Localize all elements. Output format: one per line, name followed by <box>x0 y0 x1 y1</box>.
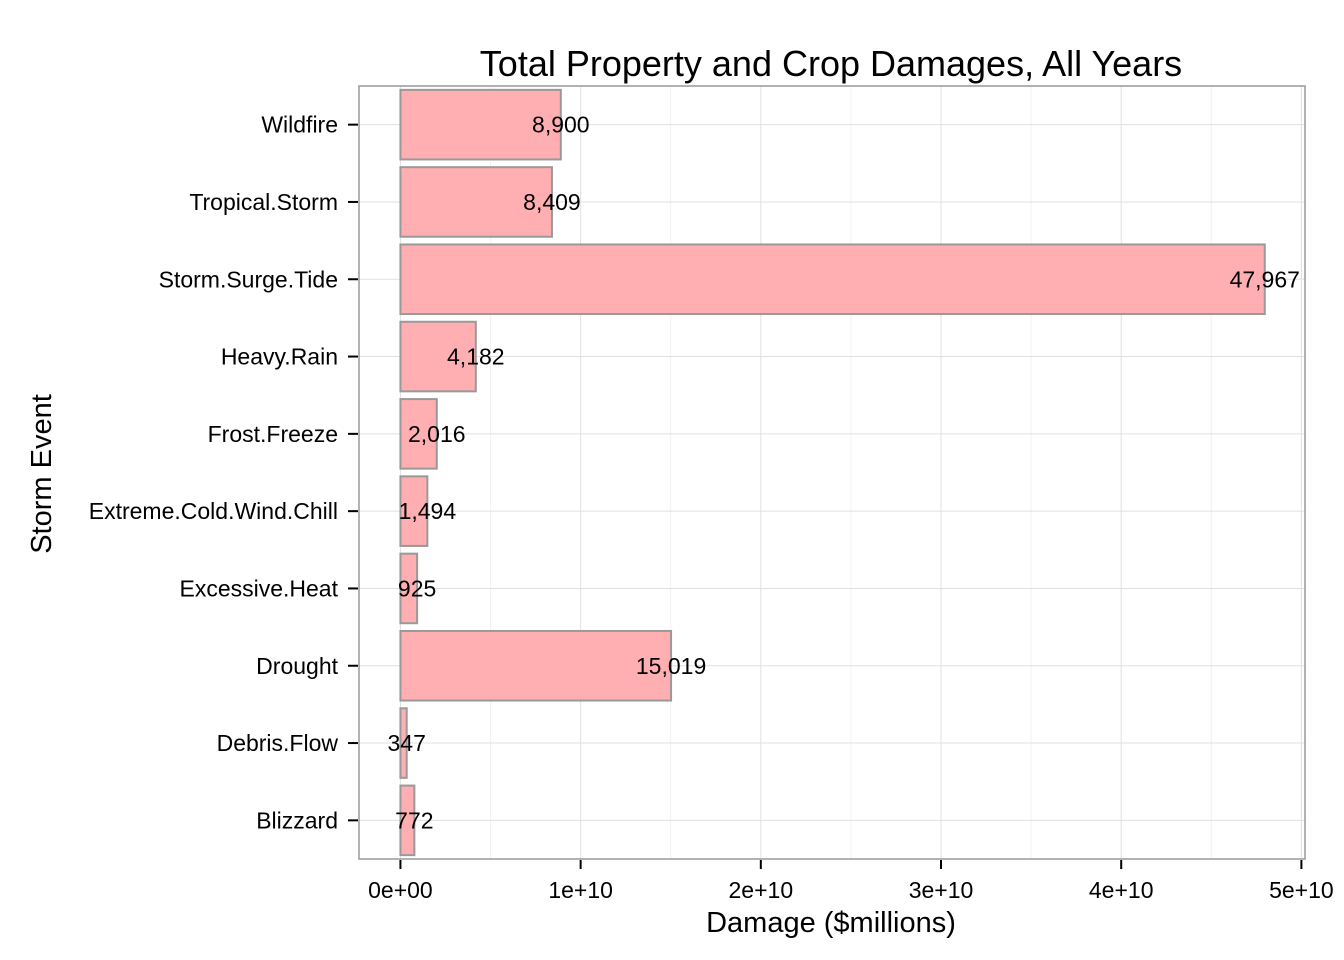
y-tick-label: Blizzard <box>256 807 338 833</box>
x-axis-title: Damage ($millions) <box>706 907 956 939</box>
bar <box>399 320 477 393</box>
data-label: 8,409 <box>523 189 581 215</box>
data-label: 8,900 <box>532 112 590 138</box>
data-label: 47,967 <box>1230 266 1300 292</box>
y-tick-label: Wildfire <box>261 112 338 138</box>
bar <box>399 166 553 238</box>
bar <box>399 707 408 779</box>
data-label: 925 <box>398 575 436 601</box>
x-axis-ticks: 0e+00 1e+10 2e+10 3e+10 4e+10 5e+10 <box>368 860 1334 903</box>
data-label: 2,016 <box>408 421 466 447</box>
y-tick-label: Excessive.Heat <box>179 575 338 601</box>
y-tick-label: Debris.Flow <box>217 730 339 756</box>
bar-series <box>399 88 1266 857</box>
y-tick-label: Extreme.Cold.Wind.Chill <box>89 498 338 524</box>
y-tick-label: Storm.Surge.Tide <box>159 266 338 292</box>
plot-panel-border <box>358 85 1306 860</box>
data-label: 4,182 <box>447 344 505 370</box>
bar <box>399 243 1266 316</box>
y-axis-ticks: Wildfire Tropical.Storm Storm.Surge.Tide He… <box>89 112 358 833</box>
bar <box>399 784 416 857</box>
bar <box>399 398 438 470</box>
y-tick-label: Drought <box>256 653 338 679</box>
x-tick-label: 0e+00 <box>368 877 433 903</box>
x-tick-label: 5e+10 <box>1269 877 1334 903</box>
y-tick-label: Tropical.Storm <box>189 189 338 215</box>
bar <box>399 475 429 547</box>
bar <box>399 552 419 625</box>
x-tick-label: 1e+10 <box>548 877 613 903</box>
data-label: 772 <box>395 807 433 833</box>
y-tick-label: Heavy.Rain <box>221 344 338 370</box>
bar <box>399 629 673 702</box>
x-tick-label: 2e+10 <box>729 877 794 903</box>
x-tick-label: 4e+10 <box>1089 877 1154 903</box>
chart-title: Total Property and Crop Damages, All Yea… <box>480 43 1182 84</box>
data-label: 347 <box>388 730 426 756</box>
y-axis-title: Storm Event <box>26 394 58 554</box>
x-tick-label: 3e+10 <box>909 877 974 903</box>
data-label: 1,494 <box>399 498 457 524</box>
y-tick-label: Frost.Freeze <box>208 421 338 447</box>
bar <box>399 88 562 161</box>
data-label: 15,019 <box>636 653 706 679</box>
data-labels: 8,900 8,409 47,967 4,182 2,016 1,494 925 15,019… <box>388 112 1300 834</box>
